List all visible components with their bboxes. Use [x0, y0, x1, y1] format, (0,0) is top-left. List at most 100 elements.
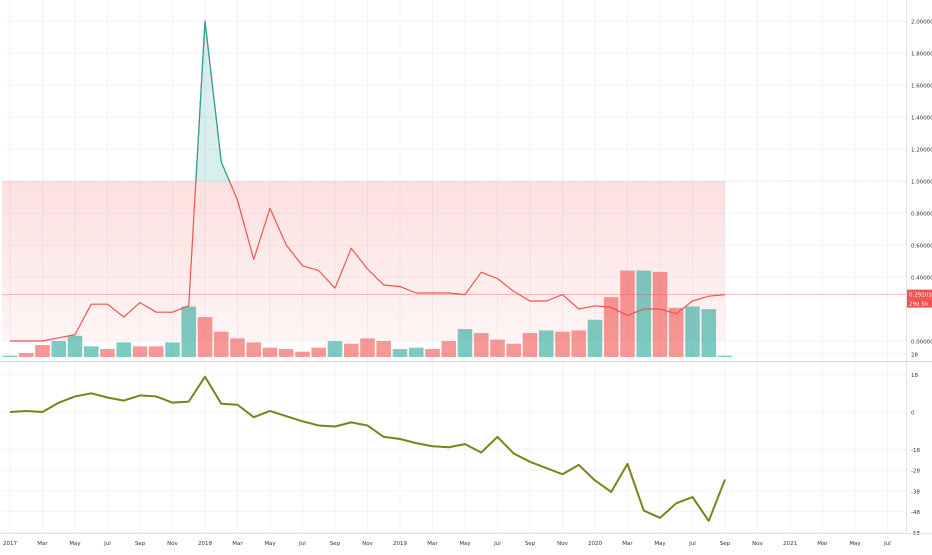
- volume-bar: [278, 349, 294, 357]
- indicator-axis-tick-label: 18: [911, 373, 918, 379]
- volume-bar: [538, 330, 554, 357]
- volume-bar: [522, 333, 538, 357]
- volume-bar: [636, 270, 652, 357]
- current-price-tag: [907, 289, 932, 299]
- volume-bar: [246, 342, 262, 357]
- time-axis-year-label: 2021: [783, 541, 797, 547]
- volume-bar: [587, 319, 603, 357]
- volume-bar: [67, 335, 83, 357]
- volume-bar: [213, 331, 229, 357]
- time-axis-month-label: Mar: [817, 541, 828, 547]
- volume-bar: [668, 307, 684, 357]
- time-axis-month-label: Mar: [232, 541, 243, 547]
- time-axis-month-label: Mar: [427, 541, 438, 547]
- volume-bar: [116, 342, 132, 357]
- time-axis-month-label: Sep: [330, 541, 341, 547]
- volume-bar: [717, 355, 733, 357]
- price-axis-tick-label: 1.40000: [911, 116, 932, 122]
- volume-bar: [165, 342, 180, 357]
- volume-bar: [408, 347, 424, 357]
- indicator-axis-tick-label: -48: [911, 510, 920, 516]
- time-axis-month-label: Jul: [103, 541, 111, 547]
- current-price-label: 0.29203: [909, 293, 932, 299]
- time-axis-year-label: 2018: [198, 541, 212, 547]
- volume-bar: [132, 346, 148, 357]
- volume-bar: [473, 333, 489, 357]
- countdown-tag: [907, 298, 932, 308]
- indicator-axis-tick-label: 28: [911, 352, 918, 358]
- time-axis-month-label: Mar: [622, 541, 633, 547]
- price-axis-tick-label: 0.80000: [911, 212, 932, 218]
- indicator-line: [9, 375, 726, 522]
- price-axis-tick-label: 2.00000: [911, 20, 932, 26]
- time-axis-month-label: Sep: [720, 541, 731, 547]
- time-axis-month-label: May: [69, 541, 81, 547]
- volume-bar: [603, 297, 619, 357]
- time-axis-month-label: Sep: [525, 541, 536, 547]
- indicator-axis-tick-label: -28: [911, 469, 920, 475]
- price-axis-tick-label: 1.80000: [911, 52, 932, 58]
- volume-bar: [620, 270, 635, 357]
- price-axis-tick-label: 1.20000: [911, 148, 932, 154]
- volume-bar: [652, 271, 668, 357]
- time-axis-month-label: Mar: [37, 541, 48, 547]
- volume-bar: [376, 341, 392, 357]
- volume-bar: [51, 341, 67, 357]
- volume-bar: [2, 355, 18, 357]
- countdown-label: 29d 5h: [909, 302, 929, 308]
- volume-bar: [262, 347, 278, 357]
- volume-bar: [100, 349, 115, 357]
- volume-bar: [35, 345, 50, 357]
- price-axis-tick-label: 1.60000: [911, 84, 932, 90]
- volume-bar: [441, 341, 457, 357]
- time-axis-month-label: Jul: [688, 541, 696, 547]
- time-axis-month-label: Nov: [167, 541, 178, 547]
- time-axis-month-label: Jul: [298, 541, 306, 547]
- price-axis-tick-label: 0.00000: [911, 340, 932, 346]
- volume-bar: [327, 341, 343, 357]
- indicator-axis-tick-label: -18: [911, 448, 920, 454]
- volume-bar: [181, 306, 197, 357]
- volume-bar: [425, 349, 440, 357]
- volume-bar: [506, 343, 522, 357]
- volume-bar: [392, 349, 408, 357]
- volume-bar: [571, 330, 587, 357]
- volume-bar: [18, 353, 34, 357]
- time-axis-month-label: Nov: [752, 541, 763, 547]
- time-axis-month-label: Sep: [135, 541, 146, 547]
- time-axis-year-label: 2017: [3, 541, 17, 547]
- time-axis-month-label: Jul: [883, 541, 891, 547]
- time-axis-month-label: May: [264, 541, 276, 547]
- price-axis-tick-label: 0.60000: [911, 244, 932, 250]
- price-axis-tick-label: 1.00000: [911, 180, 932, 186]
- volume-bar: [197, 317, 213, 357]
- volume-bar: [490, 339, 505, 357]
- price-line: [10, 20, 726, 342]
- time-axis-month-label: May: [459, 541, 471, 547]
- price-line-above-threshold: [195, 20, 230, 182]
- volume-bar: [311, 347, 327, 357]
- time-axis-month-label: Jul: [493, 541, 501, 547]
- indicator-axis-tick-label: -38: [911, 489, 920, 495]
- price-axis-tick-label: 0.40000: [911, 276, 932, 282]
- volume-bar: [230, 338, 245, 357]
- volume-bar: [555, 331, 570, 357]
- time-axis-month-label: May: [654, 541, 666, 547]
- time-axis-month-label: Nov: [362, 541, 373, 547]
- volume-bar: [83, 346, 99, 357]
- volume-bar: [295, 351, 310, 357]
- volume-bar: [701, 309, 717, 357]
- time-axis-year-label: 2020: [588, 541, 602, 547]
- volume-bar: [360, 338, 375, 357]
- time-axis-month-label: Nov: [557, 541, 568, 547]
- time-axis-month-label: May: [849, 541, 861, 547]
- volume-bar: [457, 329, 473, 357]
- spike-fill-area: [195, 21, 230, 181]
- volume-bar: [685, 306, 700, 357]
- volume-bar: [343, 343, 359, 357]
- indicator-axis-tick-label: 0: [911, 411, 915, 417]
- time-axis-year-label: 2019: [393, 541, 407, 547]
- volume-bar: [148, 346, 164, 357]
